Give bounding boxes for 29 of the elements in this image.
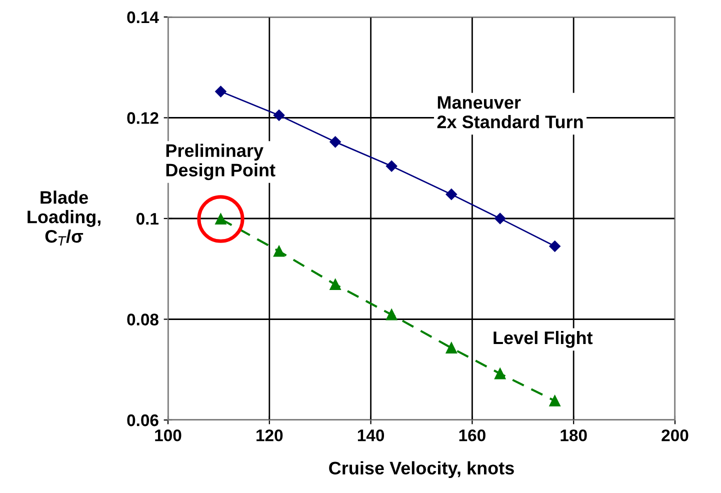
x-tick-label: 140 [358, 429, 384, 442]
y-tick-label: 0.12 [127, 112, 158, 124]
x-tick-label: 100 [155, 429, 182, 442]
text: Maneuver 2x Standard Turn [437, 96, 583, 128]
x-axis-title: Cruise Velocity, knots [329, 461, 514, 478]
point [549, 395, 560, 406]
point [330, 278, 341, 290]
point [386, 309, 398, 320]
point [273, 246, 285, 257]
y-tick-label: 0.14 [127, 11, 159, 24]
annotation: Preliminary Design Point [166, 144, 276, 180]
point [273, 110, 285, 121]
point [494, 212, 506, 224]
y-tick-label: 0.08 [127, 314, 158, 326]
x-tick-label: 160 [459, 429, 486, 442]
x-tick-label: 200 [662, 429, 688, 442]
y-tick-label: 0.1 [136, 212, 159, 225]
point [549, 240, 560, 252]
point [446, 188, 458, 200]
x-tick-label: 180 [560, 429, 587, 442]
series-label: Level Flight [494, 330, 593, 348]
x-tick-label: 120 [256, 429, 283, 442]
y-tick-label: 0.06 [127, 414, 158, 426]
point [386, 160, 398, 172]
point [494, 368, 506, 380]
point [446, 342, 457, 354]
point [330, 136, 341, 148]
y-axis-title: Blade Loading, C$_{T}$/σ [28, 190, 100, 246]
point [215, 86, 226, 98]
